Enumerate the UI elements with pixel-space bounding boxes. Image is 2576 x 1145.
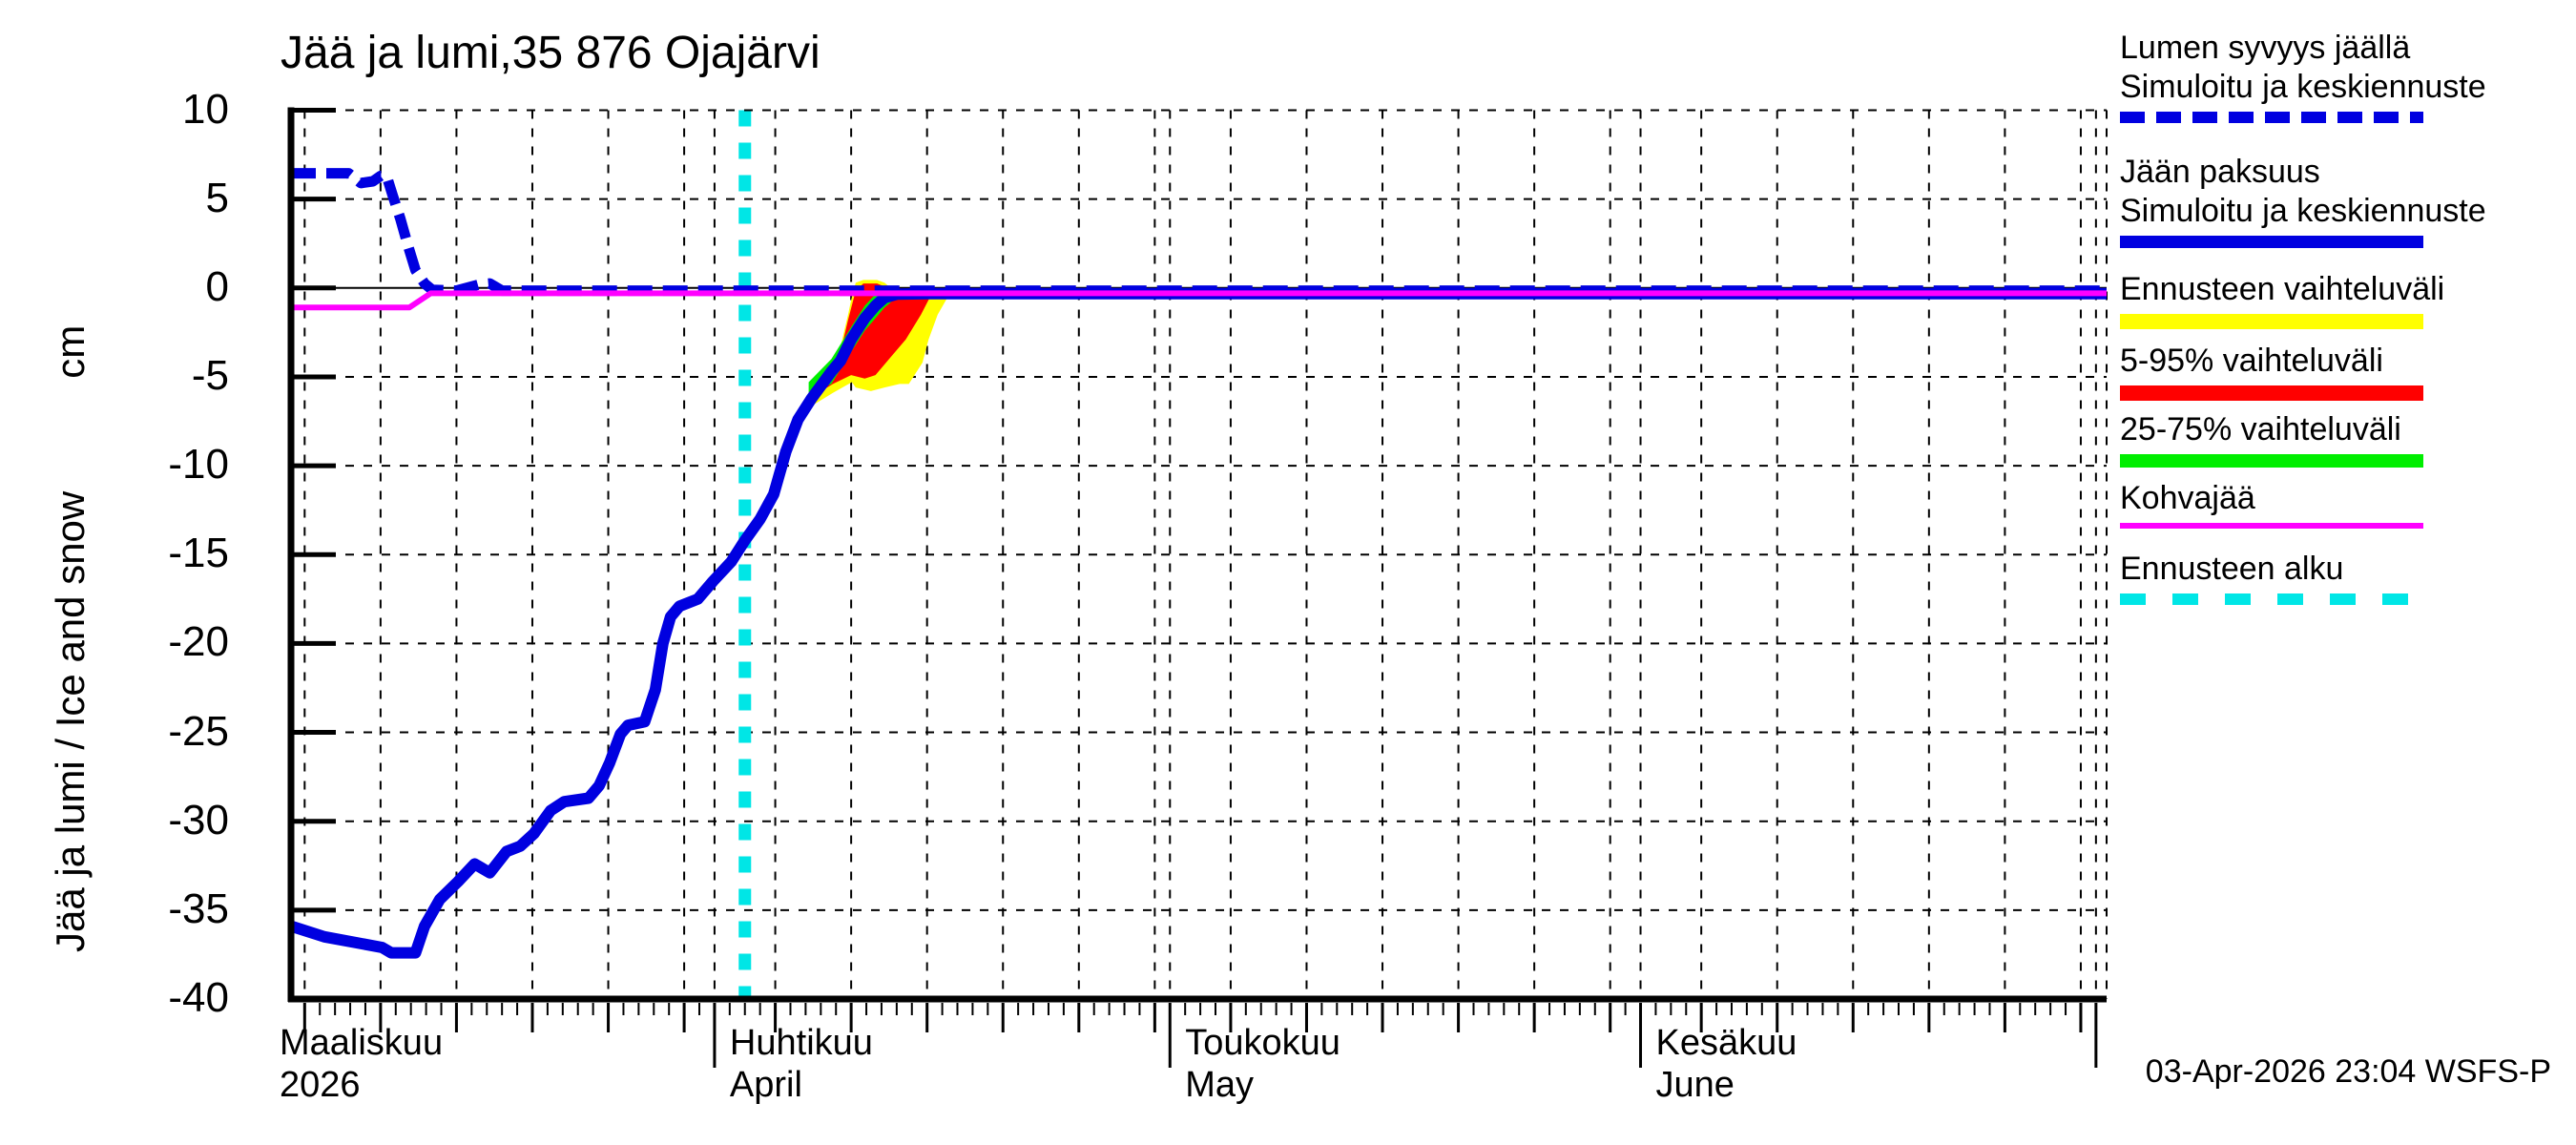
legend-line-sample xyxy=(2120,112,2423,123)
y-tick-label: -15 xyxy=(168,530,229,577)
y-tick-label: -30 xyxy=(168,796,229,843)
y-tick-label: 0 xyxy=(205,262,229,310)
y-tick-label: 10 xyxy=(182,85,229,133)
x-month-label-en: May xyxy=(1185,1065,1255,1105)
snow-depth-line xyxy=(291,168,2107,297)
legend-label: 25-75% vaihteluväli xyxy=(2120,411,2401,448)
legend-label: Simuloitu ja keskiennuste xyxy=(2120,69,2486,105)
legend-line-sample xyxy=(2120,454,2423,468)
ice-thickness-line xyxy=(289,287,2107,959)
chart-title: Jää ja lumi,35 876 Ojajärvi xyxy=(280,28,821,78)
legend-entry: Ennusteen vaihteluväli xyxy=(2120,270,2444,329)
y-tick-label: 5 xyxy=(205,174,229,221)
x-month-label-en: June xyxy=(1655,1065,1735,1105)
legend-entry: Ennusteen alku xyxy=(2120,550,2423,605)
y-tick-label: -20 xyxy=(168,618,229,666)
legend-entry: Kohvajää xyxy=(2120,479,2423,529)
legend-label: Jään paksuus xyxy=(2120,154,2320,190)
x-month-label-fi: Kesäkuu xyxy=(1655,1023,1797,1063)
band-1 xyxy=(787,283,941,441)
legend-line-sample xyxy=(2120,236,2423,248)
legend-line-sample xyxy=(2120,523,2423,529)
y-tick-label: -25 xyxy=(168,707,229,755)
kohvajaa-line xyxy=(291,290,2107,311)
legend-label: Simuloitu ja keskiennuste xyxy=(2120,193,2486,229)
legend-entry: Jään paksuus Simuloitu ja keskiennuste xyxy=(2120,153,2486,248)
y-tick-label: -5 xyxy=(191,351,229,399)
legend-label: Lumen syvyys jäällä xyxy=(2120,30,2411,66)
legend-label: 5-95% vaihteluväli xyxy=(2120,343,2383,379)
x-month-label-fi: Maaliskuu xyxy=(280,1023,444,1063)
x-month-label-en: 2026 xyxy=(280,1065,361,1105)
x-month-label-en: April xyxy=(729,1065,802,1105)
legend-entry: 5-95% vaihteluväli xyxy=(2120,342,2423,401)
legend-label: Kohvajää xyxy=(2120,480,2255,516)
legend-entry: Lumen syvyys jäällä Simuloitu ja keskienn… xyxy=(2120,29,2486,123)
x-month-label-fi: Huhtikuu xyxy=(729,1023,873,1063)
legend-line-sample xyxy=(2120,593,2423,605)
legend-label: Ennusteen alku xyxy=(2120,551,2344,587)
legend-line-sample xyxy=(2120,385,2423,401)
y-tick-label: -10 xyxy=(168,441,229,489)
legend-entry: 25-75% vaihteluväli xyxy=(2120,410,2423,468)
y-tick-label: -35 xyxy=(168,885,229,932)
legend-label: Ennusteen vaihteluväli xyxy=(2120,271,2445,307)
timestamp: 03-Apr-2026 23:04 WSFS-P xyxy=(2145,1053,2551,1090)
legend-line-sample xyxy=(2120,314,2423,329)
x-month-label-fi: Toukokuu xyxy=(1185,1023,1340,1063)
y-tick-label: -40 xyxy=(168,974,229,1021)
